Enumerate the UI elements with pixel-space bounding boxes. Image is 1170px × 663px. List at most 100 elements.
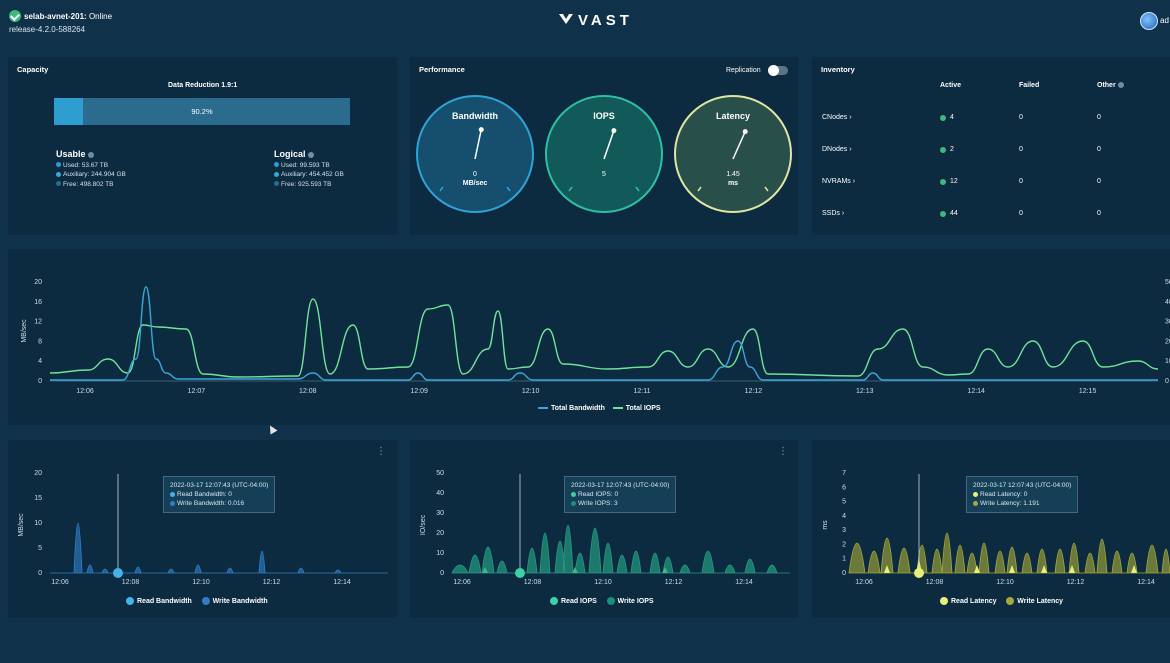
latency-chart-panel: 0 1 2 3 4 5 6 7 ms 12:06 12:08 12:10 12:12 12:14 2022…: [812, 440, 1170, 618]
legend-swatch-icon: [612, 407, 623, 410]
bandwidth-legend: Read Bandwidth Write Bandwidth: [126, 597, 268, 605]
gauge-tick: [506, 186, 511, 192]
inventory-row-link[interactable]: CNodes ›: [822, 114, 852, 121]
gauge-circle: [674, 95, 792, 213]
latency-chart-svg[interactable]: 0 1 2 3 4 5 6 7 ms 12:06 12:08 12:10 12:12 12:14: [812, 440, 1170, 618]
inventory-failed-count: 0: [1019, 146, 1023, 153]
tooltip-time: 2022-03-17 12:07:43 (UTC-04:00): [973, 482, 1072, 489]
tooltip-line2: Write IOPS: 3: [578, 500, 618, 507]
info-icon[interactable]: [87, 151, 94, 158]
info-icon[interactable]: [307, 151, 314, 158]
read-series-area[interactable]: [854, 559, 1170, 573]
bandwidth-chart-panel: ⋮ 0 5 10 15 20 MB/sec 12:06 12:08 12:10 12:12 12:1…: [8, 440, 397, 618]
y-tick-label: 10: [436, 550, 444, 557]
legend-swatch-icon: [538, 407, 548, 410]
inventory-row-link[interactable]: SSDs ›: [822, 210, 845, 217]
inventory-active-count: 2: [950, 146, 954, 153]
gauge-bandwidth[interactable]: Bandwidth 0 MB/sec: [405, 84, 545, 224]
legend-read-iops[interactable]: Read IOPS: [550, 597, 597, 605]
legend-dot-icon: [201, 597, 210, 605]
gauge-latency[interactable]: Latency 1.45 ms: [663, 84, 803, 224]
replication-label: Replication: [726, 67, 761, 74]
legend-write-bandwidth[interactable]: Write Bandwidth: [201, 597, 268, 605]
gauge-needle-tip: [478, 127, 484, 133]
inventory-other-count: 0: [1097, 146, 1101, 153]
tooltip-dot-icon: [170, 491, 175, 497]
write-series-area[interactable]: [50, 522, 388, 574]
write-series-area[interactable]: [848, 532, 1170, 574]
tooltip-dot-icon: [571, 491, 576, 497]
x-tick-label: 12:06: [855, 579, 873, 586]
tooltip-line1: Read IOPS: 0: [578, 491, 619, 498]
inventory-active-count: 4: [950, 114, 954, 121]
y-tick-label: 7: [842, 470, 846, 477]
y-tick-label: 30: [436, 510, 444, 517]
tooltip-line1: Read Bandwidth: 0: [177, 491, 232, 498]
inventory-other-count: 0: [1097, 114, 1101, 121]
y-tick-label: 8: [38, 338, 42, 345]
active-header: Active: [940, 82, 962, 89]
inventory-failed-count: 0: [1019, 210, 1023, 217]
y-tick-label: 20: [34, 279, 42, 286]
tooltip-dot-icon: [170, 500, 175, 506]
iops-chart-svg[interactable]: 0 10 20 30 40 50 IO/sec 12:06 12:08 12:10 12:12 12:…: [410, 440, 798, 618]
iops-chart-panel: ⋮ 0 10 20 30 40 50 IO/sec 12:06 12:08 12:10 12:12 1…: [410, 440, 798, 618]
y-tick-label: 6: [842, 484, 846, 491]
total-iops-line[interactable]: [49, 298, 1159, 378]
legend-total-bandwidth[interactable]: Total Bandwidth: [538, 405, 605, 412]
gauge-unit: MB/sec: [463, 180, 488, 187]
capacity-bar[interactable]: 90.2%: [54, 98, 350, 125]
read-series-area[interactable]: [452, 567, 790, 573]
legend-read-bandwidth[interactable]: Read Bandwidth: [126, 597, 192, 605]
gauge-tick: [697, 186, 702, 192]
y-tick-label: 5: [38, 545, 42, 552]
legend-total-iops[interactable]: Total IOPS: [612, 405, 661, 412]
logical-used: Used: 99.593 TB: [281, 161, 330, 169]
replication-toggle[interactable]: [768, 65, 788, 76]
usable-section: Usable Used: 53.67 TB Auxiliary: 244.904…: [56, 149, 126, 189]
right-tick-label: 30: [1165, 319, 1170, 326]
x-tick-label: 12:14: [735, 579, 753, 586]
inventory-active-count: 44: [950, 210, 958, 217]
right-tick-label: 20: [1165, 338, 1170, 345]
x-tick-label: 12:09: [410, 388, 428, 395]
bandwidth-chart-svg[interactable]: 0 5 10 15 20 MB/sec 12:06 12:08 12:10 12:12 12:14: [8, 440, 397, 618]
iops-tooltip: 2022-03-17 12:07:43 (UTC-04:00) Read IOP…: [564, 476, 677, 513]
write-series-area[interactable]: [451, 524, 790, 574]
used-dot-icon: [56, 162, 61, 168]
legend-write-iops[interactable]: Write IOPS: [606, 597, 654, 605]
kebab-menu-icon[interactable]: ⋮: [376, 446, 386, 457]
main-chart-svg[interactable]: 0 4 8 12 16 20 50 40 30 20 10 0 MB/sec 12:06 12:07 12:0…: [8, 249, 1170, 425]
info-icon[interactable]: [1117, 82, 1124, 89]
legend-dot-icon: [940, 597, 948, 605]
legend-write-latency[interactable]: Write Latency: [1006, 597, 1063, 605]
inventory-title: Inventory: [821, 65, 855, 74]
inventory-row-link[interactable]: NVRAMs ›: [822, 178, 856, 185]
used-dot-icon: [274, 162, 279, 168]
total-bandwidth-line[interactable]: [50, 286, 1158, 381]
right-tick-label: 0: [1165, 378, 1169, 385]
inventory-active-count: 12: [950, 178, 958, 185]
gauge-needle-tip: [611, 128, 617, 134]
cluster-name[interactable]: selab-avnet-201: Online: [24, 12, 113, 21]
inventory-row-link[interactable]: DNodes ›: [822, 146, 852, 153]
usable-used: Used: 53.67 TB: [63, 161, 109, 169]
active-check-icon: [940, 211, 946, 217]
y-tick-label: 5: [842, 499, 846, 506]
y-tick-label: 15: [34, 495, 42, 502]
gauge-title: IOPS: [593, 111, 615, 121]
y-axis-label: ms: [822, 520, 829, 530]
gauge-title: Bandwidth: [452, 111, 498, 121]
kebab-menu-icon[interactable]: ⋮: [778, 446, 788, 457]
cluster-status: Online: [88, 12, 113, 21]
user-name[interactable]: ad: [1160, 16, 1169, 25]
failed-header: Failed: [1019, 82, 1040, 89]
legend-read-latency[interactable]: Read Latency: [940, 597, 997, 605]
gauge-value: 1.45: [726, 171, 740, 178]
gauge-tick: [764, 186, 769, 192]
user-avatar[interactable]: [1140, 12, 1158, 30]
tooltip-line1: Read Latency: 0: [980, 491, 1028, 498]
y-axis-label: MB/sec: [18, 513, 25, 537]
y-tick-label: 0: [38, 378, 42, 385]
gauge-iops[interactable]: IOPS 5: [534, 84, 674, 224]
